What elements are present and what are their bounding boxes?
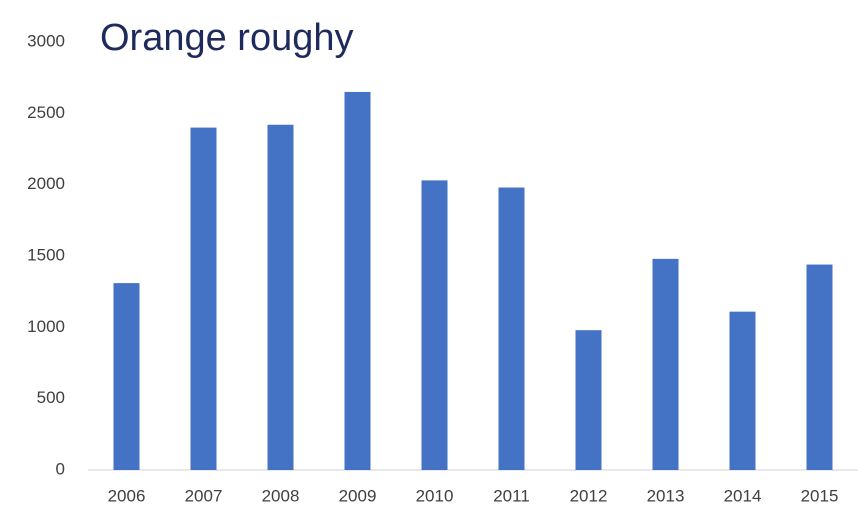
x-tick-label: 2007: [185, 486, 223, 505]
y-tick-label: 0: [56, 459, 65, 478]
x-tick-label: 2006: [108, 486, 146, 505]
x-tick-label: 2011: [493, 486, 530, 505]
x-tick-label: 2008: [262, 486, 300, 505]
x-tick-label: 2013: [647, 486, 685, 505]
chart-title: Orange roughy: [100, 17, 354, 59]
bar: [498, 187, 525, 470]
y-tick-label: 500: [37, 388, 65, 407]
x-tick-label: 2012: [570, 486, 608, 505]
x-tick-label: 2015: [801, 486, 839, 505]
bar: [190, 127, 217, 470]
bar: [806, 264, 833, 470]
x-tick-label: 2010: [416, 486, 454, 505]
bar: [652, 258, 679, 470]
bar: [729, 311, 756, 470]
bar: [267, 124, 294, 470]
y-tick-label: 1000: [27, 317, 65, 336]
bar: [421, 180, 448, 471]
y-tick-label: 1500: [27, 245, 65, 264]
y-tick-label: 3000: [27, 31, 65, 50]
y-tick-label: 2000: [27, 174, 65, 193]
x-tick-label: 2014: [724, 486, 762, 505]
bar: [113, 283, 140, 470]
x-tick-label: 2009: [339, 486, 377, 505]
bar: [344, 91, 371, 470]
y-tick-label: 2500: [27, 103, 65, 122]
bar: [575, 330, 602, 470]
